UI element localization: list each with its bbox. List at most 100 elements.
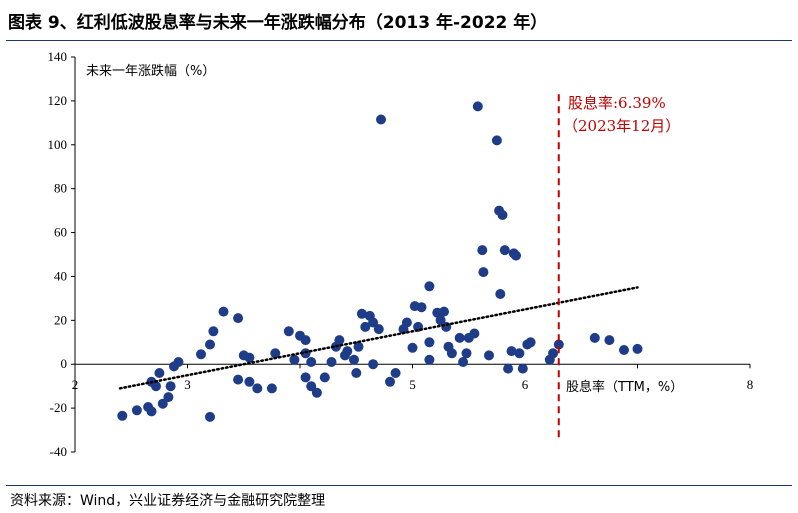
data-points [117,101,643,422]
data-point [300,335,311,346]
data-point [117,410,128,421]
x-tick-label: 5 [409,377,416,392]
chart-title: 图表 9、红利低波股息率与未来一年涨跌幅分布（2013 年-2022 年） [8,13,548,33]
trendline [118,286,639,390]
data-point [390,368,401,378]
data-point [514,348,525,359]
data-point [454,332,465,343]
data-point [131,405,142,416]
data-point [218,306,229,317]
data-point [548,348,559,359]
y-tick-label: 0 [61,356,68,371]
data-point [266,383,277,394]
data-point [244,352,255,363]
data-point [157,398,168,409]
data-point [495,289,506,299]
data-point [435,315,446,326]
y-tick-label: 20 [54,312,67,327]
y-tick-label: 80 [54,181,67,196]
data-point [497,210,508,220]
data-point [385,376,395,387]
data-point [376,114,386,125]
data-point [525,337,536,348]
data-point [478,267,489,278]
data-point [351,368,362,378]
data-point [632,343,643,354]
data-point [233,313,244,324]
data-point [589,332,600,343]
data-point [472,101,483,112]
data-point [424,337,435,348]
trendline-group [118,286,639,390]
data-point [368,317,379,328]
source-note: 资料来源：Wind，兴业证券经济与金融研究院整理 [10,493,326,509]
data-point [300,372,311,383]
reference-label-line2: （2023年12月） [563,117,680,135]
data-point [469,328,480,339]
data-point [356,308,367,319]
data-point [441,321,452,332]
data-point [439,306,449,317]
y-tick-label: 120 [48,93,68,108]
y-tick-label: 140 [48,49,68,64]
data-point [244,376,255,387]
axes: -40 -20 0 20 40 60 80 100 120 140 2 3 5 6 8 [48,49,754,459]
data-point [360,321,371,332]
data-point [499,245,510,256]
y-tick-label: -20 [50,400,67,415]
x-tick-label: 3 [184,377,191,392]
data-point [154,368,165,378]
data-point [270,348,281,359]
data-point [461,348,472,359]
data-point [252,383,263,394]
data-point [311,387,322,398]
y-tick-label: -40 [50,444,67,459]
data-point [446,348,457,359]
top-rule [6,40,792,41]
data-point [401,317,412,328]
y-tick-label: 40 [54,268,67,283]
data-point [604,335,615,346]
data-point [491,135,502,146]
data-point [208,326,219,337]
data-point [289,354,300,365]
data-point [334,335,345,346]
y-axis-label: 未来一年涨跌幅（%） [86,63,215,79]
data-point [342,346,353,357]
data-point [165,381,176,392]
data-point [424,354,435,365]
data-point [484,350,494,361]
data-point [424,281,435,292]
data-point [553,339,564,350]
data-point [368,359,379,370]
x-axis-label: 股息率（TTM，%） [566,379,683,395]
data-point [146,406,157,417]
x-tick-label: 6 [522,377,529,392]
data-point [619,345,629,355]
data-point [349,354,359,365]
data-point [173,357,184,367]
y-tick-label: 100 [48,137,68,152]
data-point [205,339,215,350]
data-point [373,324,384,335]
y-tick-label: 60 [54,225,67,240]
data-point [319,372,330,383]
data-point [353,341,364,352]
data-point [163,392,174,403]
x-tick-label: 8 [747,377,754,392]
data-point [233,374,244,385]
data-point [503,363,514,374]
data-point [306,357,317,367]
data-point [506,346,517,357]
data-point [306,381,317,392]
data-point [205,411,215,422]
data-point [326,357,337,367]
data-point [283,326,294,337]
data-point [416,302,427,313]
reference-label-line1: 股息率:6.39% [568,94,666,112]
data-point [407,342,418,353]
data-point [477,245,488,256]
data-point [458,357,469,367]
x-tick-label: 2 [72,377,79,392]
data-point [517,363,528,374]
